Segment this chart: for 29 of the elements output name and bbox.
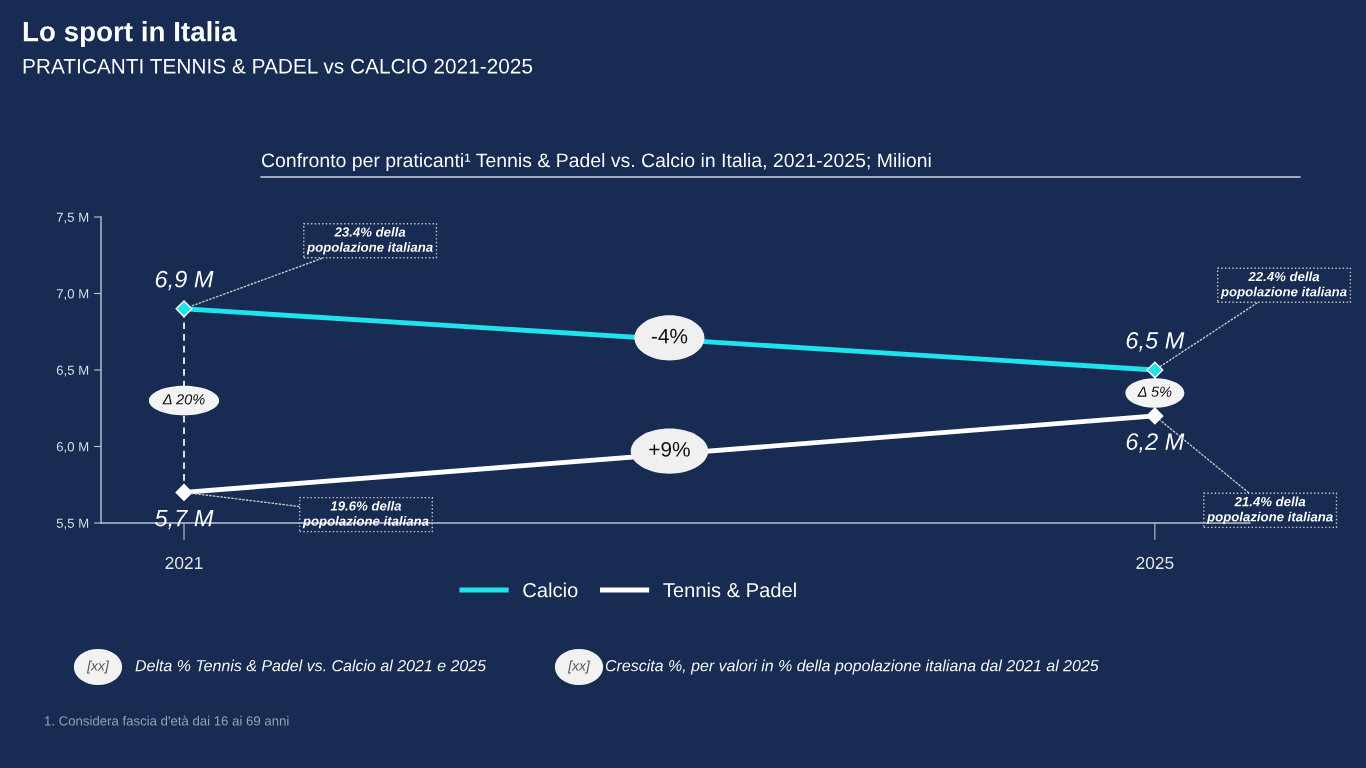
text: Crescita %, per valori in % della popolazione italiana dal 2021 al 2025 (605, 659, 1099, 675)
data-label: 6,2 M (1126, 433, 1185, 453)
x-tick-label: 2021 (165, 556, 203, 570)
text: 1. Considera fascia d'età dai 16 ai 69 anni (45, 715, 289, 726)
y-tick-label: 5,5 M (56, 518, 89, 530)
text: [xx] (567, 660, 591, 674)
chart-subtitle: PRATICANTI TENNIS & PADEL vs CALCIO 2021-2025 (23, 58, 533, 74)
data-label: 6,5 M (1126, 331, 1185, 352)
annotation: +9% (649, 441, 690, 457)
annotation: Δ 20% (162, 394, 205, 405)
y-tick-label: 7,0 M (56, 289, 89, 300)
text: Confronto per praticanti¹ Tennis & Padel vs. Calcio in Italia, 2021-2025; Milioni (261, 152, 931, 172)
legend-label: Tennis & Padel (663, 582, 796, 598)
data-label: 6,9 M (155, 270, 214, 291)
data-label: 5,7 M (155, 509, 214, 530)
annotation: 19.6% della popolazione italiana (302, 500, 429, 529)
annotation: 22.4% della popolazione italiana (1220, 271, 1347, 300)
annotation: Δ 5% (1137, 386, 1172, 397)
text: Delta % Tennis & Padel vs. Calcio al 2021 e 2025 (135, 659, 487, 672)
y-tick-label: 7,5 M (56, 212, 89, 224)
y-tick-label: 6,5 M (56, 365, 89, 377)
annotation: 23.4% della popolazione italiana (306, 227, 433, 255)
y-tick-label: 6,0 M (56, 442, 89, 453)
x-tick-label: 2025 (1136, 556, 1174, 570)
legend-label: Calcio (523, 582, 578, 598)
annotation: -4% (651, 328, 688, 344)
chart-title: Lo sport in Italia (23, 21, 237, 47)
text: [xx] (86, 660, 110, 674)
annotation: 21.4% della popolazione italiana (1206, 496, 1333, 525)
